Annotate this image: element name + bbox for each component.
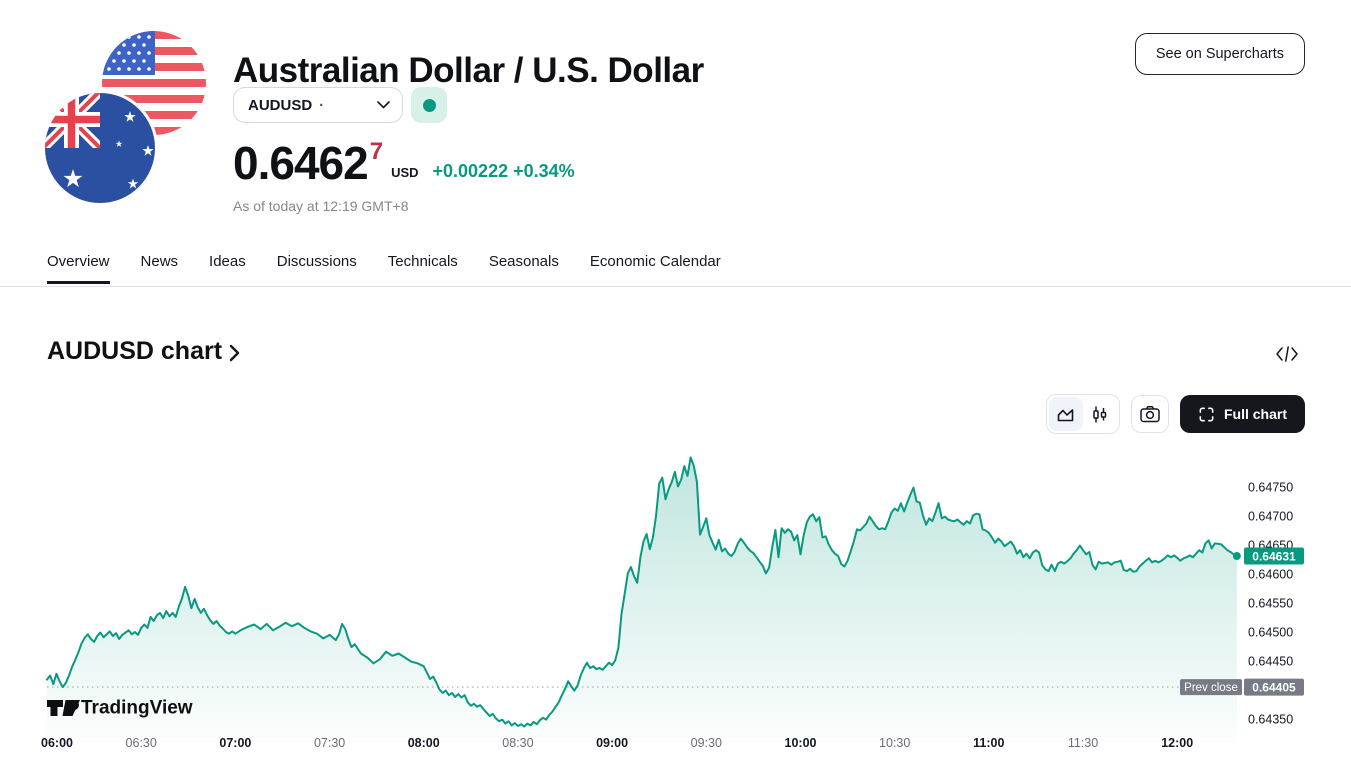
symbol-selector[interactable]: AUDUSD · [233,87,403,123]
chart-section-heading-link[interactable]: AUDUSD chart [47,337,240,366]
price-axis[interactable]: 0.647500.647000.646500.646000.645500.645… [1248,481,1293,727]
tab-economic-calendar[interactable]: Economic Calendar [589,253,721,270]
price-axis-label: 0.64450 [1248,655,1293,669]
see-on-supercharts-button[interactable]: See on Supercharts [1134,33,1305,75]
price-axis-label: 0.64550 [1248,597,1293,611]
last-price-dot [1232,552,1241,561]
time-axis-label: 10:30 [879,736,910,750]
au-flag-icon [42,90,158,206]
time-axis-label: 11:30 [1068,736,1098,750]
time-axis-label: 08:00 [408,736,440,750]
price-value: 0.6462 [233,137,369,189]
time-axis-label: 07:00 [219,736,251,750]
time-axis-label: 07:30 [314,736,345,750]
full-chart-label: Full chart [1223,406,1287,422]
price-line [46,456,1238,728]
time-axis-label: 06:00 [41,736,73,750]
tab-seasonals[interactable]: Seasonals [488,253,559,270]
tabs-divider [0,286,1351,287]
price-axis-label: 0.64350 [1248,713,1293,727]
fullscreen-icon [1199,407,1214,421]
market-open-dot-icon [422,98,436,112]
page-title: Australian Dollar / U.S. Dollar [233,51,704,91]
time-axis-label: 09:00 [596,736,628,750]
prev-close-label-badge [1180,679,1242,696]
price-currency: USD [391,165,419,180]
prev-close-value-text: 0.64405 [1252,681,1296,695]
chevron-right-icon [229,344,240,362]
chart-section-title: AUDUSD chart [47,337,223,365]
price-last-digit: 7 [369,138,384,165]
time-axis[interactable]: 06:00 06:30 07:00 07:30 08:00 08:30 09:00 09:30… [41,736,1193,750]
area-chart-type-button[interactable] [1048,397,1083,431]
axis-badges: Prev close 0.64405 0.64631 [1180,547,1304,696]
price-axis-label: 0.64600 [1248,568,1293,582]
time-axis-label: 11:00 [973,736,1004,750]
market-status-button[interactable] [411,87,447,123]
price-axis-label: 0.64750 [1248,481,1293,495]
price-axis-label: 0.64500 [1248,626,1293,640]
price-chart[interactable]: 0.647500.647000.646500.646000.645500.645… [0,440,1351,765]
price-area-fill [47,457,1237,743]
symbol-separator: · [319,96,325,114]
time-axis-label: 08:30 [502,736,533,750]
tab-news[interactable]: News [140,253,179,270]
prev-close-label-text: Prev close [1184,682,1238,694]
full-chart-button[interactable]: Full chart [1179,395,1305,433]
currency-pair-flags [42,31,206,206]
tab-technicals[interactable]: Technicals [387,253,458,270]
price-block: 0.6462 7 USD +0.00222 +0.34% [233,138,575,188]
current-price-badge [1244,547,1304,565]
embed-code-icon[interactable] [1274,342,1300,366]
symbol-label: AUDUSD [248,96,313,114]
symbol-row: AUDUSD · [233,87,447,123]
price-change: +0.00222 +0.34% [432,161,575,181]
as-of-timestamp: As of today at 12:19 GMT+8 [233,198,409,214]
candles-chart-type-button[interactable] [1083,397,1117,431]
tab-ideas[interactable]: Ideas [209,253,246,270]
price-axis-label: 0.64700 [1248,510,1293,524]
chart-toolbar: Full chart [1045,394,1305,434]
current-price-text: 0.64631 [1252,550,1296,564]
chevron-down-icon [377,101,390,109]
chart-type-switch [1045,394,1120,434]
prev-close-value-badge [1244,678,1304,696]
time-axis-label: 10:00 [785,736,817,750]
tradingview-logo[interactable]: TradingView [47,698,193,719]
time-axis-label: 12:00 [1161,736,1193,750]
tradingview-logo-mark [47,700,63,716]
tab-overview[interactable]: Overview [47,253,110,284]
tab-discussions[interactable]: Discussions [276,253,357,270]
tab-bar: Overview News Ideas Discussions Technica… [47,253,721,284]
tradingview-wordmark: TradingView [81,698,193,719]
time-axis-label: 09:30 [691,736,722,750]
snapshot-button[interactable] [1130,395,1169,433]
candles-chart-icon [1093,406,1107,422]
area-chart-icon [1058,408,1074,421]
time-axis-label: 06:30 [126,736,157,750]
camera-icon [1140,406,1160,423]
